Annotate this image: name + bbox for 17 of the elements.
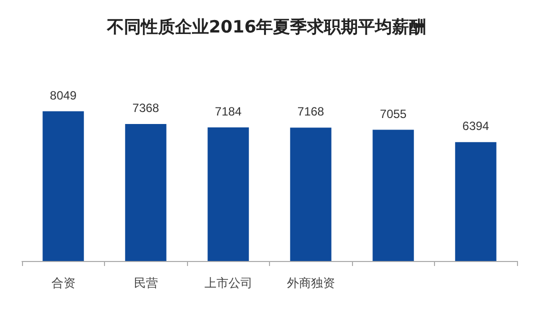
x-tick-label: 上市公司 [204, 276, 252, 290]
data-label: 7168 [297, 104, 324, 119]
x-tick-label: 合资 [51, 276, 76, 290]
chart-title: 不同性质企业2016年夏季求职期平均薪酬 [106, 18, 426, 38]
bar [42, 111, 84, 261]
bar [125, 124, 166, 261]
bar [455, 142, 496, 261]
data-label: 7184 [214, 104, 242, 118]
bar [208, 127, 249, 261]
data-label: 7055 [380, 106, 407, 121]
data-label: 8049 [50, 88, 77, 102]
x-tick-label: 民营 [134, 276, 158, 290]
data-label: 7368 [132, 100, 160, 115]
bar [372, 130, 414, 261]
bar [290, 128, 332, 261]
x-tick-label: 外商独资 [286, 276, 335, 290]
data-label: 6394 [462, 119, 490, 134]
